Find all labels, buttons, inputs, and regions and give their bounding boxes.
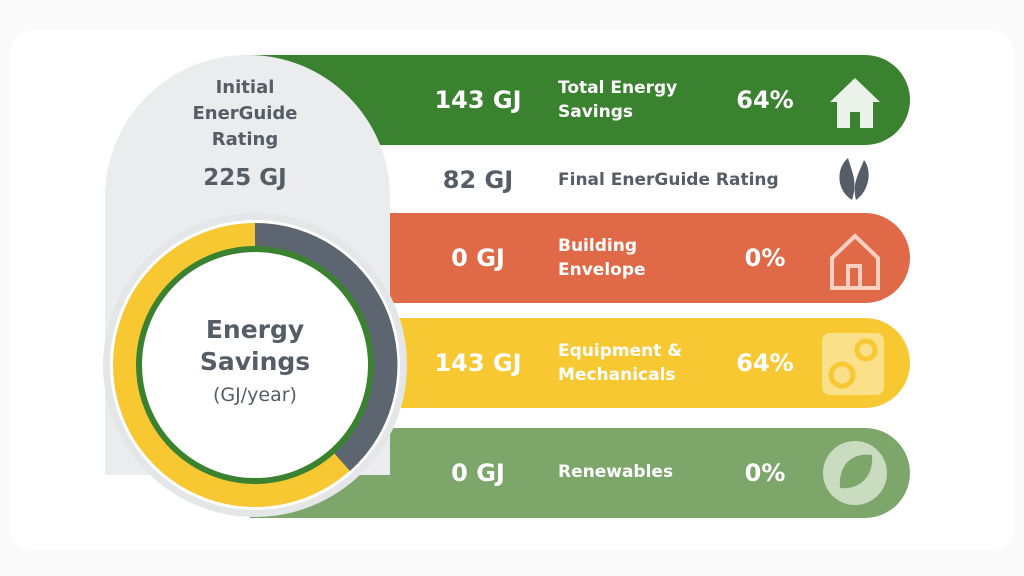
row-label: Final EnerGuide Rating	[558, 170, 779, 190]
band-envelope	[380, 213, 910, 303]
row-percent: 64%	[736, 349, 794, 377]
row-percent: 0%	[744, 244, 786, 272]
row-label: Renewables	[558, 462, 674, 482]
initial-value: 225 GJ	[203, 165, 287, 191]
house-icon	[830, 78, 880, 128]
row-amount: 0 GJ	[451, 459, 505, 487]
center-unit: (GJ/year)	[213, 384, 297, 406]
row-percent: 64%	[736, 86, 794, 114]
row-label: Building Envelope	[558, 236, 646, 280]
row-amount: 143 GJ	[434, 86, 522, 114]
home-outline-icon	[830, 233, 880, 290]
gears-icon	[822, 333, 884, 395]
row-label: Total Energy Savings	[558, 78, 678, 122]
row-percent: 0%	[744, 459, 786, 487]
band-equipment	[380, 318, 910, 408]
initial-title: Initial EnerGuide Rating	[192, 77, 298, 150]
renewable-icon	[823, 441, 887, 505]
row-amount: 82 GJ	[442, 166, 514, 194]
row-amount: 143 GJ	[434, 349, 522, 377]
donut-gray	[254, 222, 398, 471]
row-label: Equipment & Mechanicals	[558, 341, 683, 385]
center-title: Energy Savings	[199, 315, 311, 376]
donut-inner	[136, 246, 374, 484]
row-amount: 0 GJ	[451, 244, 505, 272]
leaf-icon	[839, 158, 869, 200]
